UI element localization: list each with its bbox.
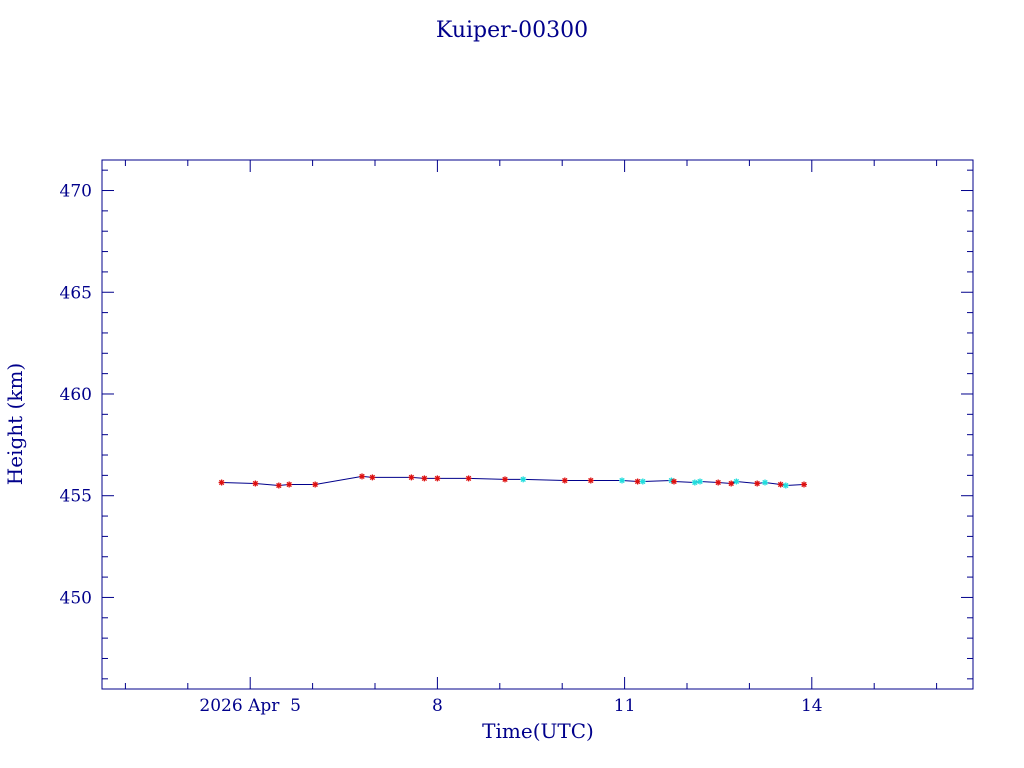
x-axis-label: Time(UTC)	[482, 719, 594, 743]
y-tick-label: 465	[60, 283, 92, 303]
data-point-marker	[728, 480, 735, 487]
data-point-marker	[252, 480, 259, 487]
plot-frame	[101, 159, 974, 690]
data-point-marker	[587, 477, 594, 484]
data-point-marker	[275, 482, 282, 489]
x-tick-label: 14	[801, 696, 823, 716]
data-point-marker	[639, 478, 646, 485]
x-tick-label: 8	[432, 696, 443, 716]
tick-labels: 450 455 460 465 470 2026 Apr 5 8 11 14	[60, 182, 823, 716]
data-point-marker	[691, 479, 698, 486]
data-point-marker	[218, 479, 225, 486]
data-point-marker	[520, 476, 527, 483]
data-point-marker	[715, 479, 722, 486]
data-point-marker	[502, 476, 508, 483]
data-point-marker	[408, 474, 415, 481]
data-point-marker	[465, 475, 472, 482]
data-point-marker	[733, 478, 740, 485]
data-point-marker	[421, 475, 428, 482]
data-point-marker	[777, 481, 784, 488]
data-point-marker	[671, 478, 677, 485]
data-point-marker	[286, 481, 293, 488]
data-point-marker	[369, 474, 376, 481]
data-point-marker	[762, 479, 768, 486]
data-point-marker	[359, 473, 365, 480]
data-point-marker	[561, 477, 568, 484]
axis-ticks	[102, 160, 973, 689]
y-tick-label: 460	[60, 385, 92, 405]
data-point-marker	[434, 475, 441, 482]
series-line	[221, 475, 805, 487]
data-point-marker	[312, 481, 319, 488]
y-tick-label: 455	[60, 487, 92, 507]
chart-title: Kuiper-00300	[436, 18, 588, 43]
x-tick-label: 2026 Apr 5	[199, 696, 301, 716]
data-point-marker	[619, 477, 625, 484]
data-markers	[218, 473, 807, 489]
y-tick-label: 470	[60, 182, 92, 202]
data-point-marker	[782, 482, 789, 489]
data-point-marker	[634, 478, 641, 485]
y-axis-label: Height (km)	[3, 363, 27, 485]
x-tick-label: 11	[614, 696, 636, 716]
y-tick-label: 450	[60, 588, 92, 608]
data-point-marker	[801, 481, 807, 488]
data-point-marker	[697, 478, 703, 485]
data-point-marker	[754, 480, 761, 487]
